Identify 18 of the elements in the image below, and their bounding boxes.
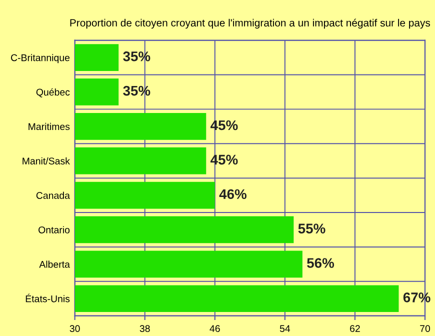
y-tick-label: Alberta <box>39 260 70 268</box>
x-tick-label: 38 <box>140 325 150 332</box>
chart-title: Proportion de citoyen croyant que l'immigration a un impact négatif sur le pays <box>70 18 430 29</box>
x-tick-label: 54 <box>280 325 290 332</box>
y-tick-label: Maritimes <box>28 122 70 130</box>
data-label: 56% <box>307 258 334 268</box>
x-tick-label: 62 <box>350 325 360 332</box>
x-tick-label: 70 <box>420 325 430 332</box>
y-tick-label: États-Unis <box>26 294 70 302</box>
y-tick-label: Canada <box>36 192 70 199</box>
y-tick-label: Québec <box>36 88 70 98</box>
x-tick-label: 46 <box>210 325 220 332</box>
y-tick-label: C-Britannique <box>11 54 70 64</box>
data-label: 55% <box>298 224 326 234</box>
x-tick-label: 30 <box>70 325 80 332</box>
data-label: 46% <box>219 189 246 200</box>
y-tick-label: Manit/Sask <box>22 157 70 164</box>
y-tick-label: Ontario <box>38 226 70 234</box>
